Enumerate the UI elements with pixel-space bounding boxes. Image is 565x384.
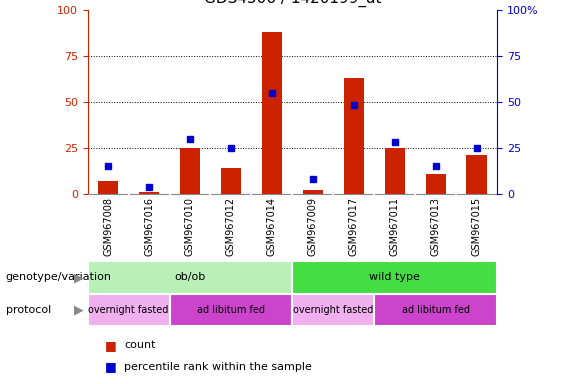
Text: GSM967016: GSM967016 bbox=[144, 197, 154, 256]
Bar bbox=[385, 148, 405, 194]
Bar bbox=[170, 294, 293, 326]
Text: GSM967013: GSM967013 bbox=[431, 197, 441, 256]
Text: overnight fasted: overnight fasted bbox=[293, 305, 373, 315]
Text: GSM967009: GSM967009 bbox=[308, 197, 318, 256]
Text: GSM967012: GSM967012 bbox=[226, 197, 236, 257]
Text: GSM967015: GSM967015 bbox=[472, 197, 482, 257]
Bar bbox=[98, 181, 118, 194]
Text: GSM967008: GSM967008 bbox=[103, 197, 113, 256]
Text: ▶: ▶ bbox=[74, 271, 84, 284]
Text: ob/ob: ob/ob bbox=[175, 272, 206, 283]
Title: GDS4506 / 1420199_at: GDS4506 / 1420199_at bbox=[203, 0, 381, 7]
Text: ▶: ▶ bbox=[74, 304, 84, 316]
Text: wild type: wild type bbox=[370, 272, 420, 283]
Bar bbox=[293, 294, 375, 326]
Text: GSM967014: GSM967014 bbox=[267, 197, 277, 256]
Bar bbox=[344, 78, 364, 194]
Text: ■: ■ bbox=[105, 360, 116, 373]
Bar bbox=[180, 148, 200, 194]
Text: ad libitum fed: ad libitum fed bbox=[402, 305, 470, 315]
Text: count: count bbox=[124, 340, 156, 350]
Bar bbox=[375, 294, 497, 326]
Bar bbox=[88, 261, 293, 294]
Text: GSM967011: GSM967011 bbox=[390, 197, 400, 256]
Text: percentile rank within the sample: percentile rank within the sample bbox=[124, 362, 312, 372]
Bar bbox=[425, 174, 446, 194]
Text: protocol: protocol bbox=[6, 305, 51, 315]
Text: GSM967010: GSM967010 bbox=[185, 197, 195, 256]
Bar bbox=[467, 155, 487, 194]
Bar bbox=[262, 32, 282, 194]
Bar bbox=[293, 261, 497, 294]
Text: ■: ■ bbox=[105, 339, 116, 352]
Bar bbox=[221, 168, 241, 194]
Bar bbox=[139, 192, 159, 194]
Bar bbox=[88, 294, 170, 326]
Bar bbox=[303, 190, 323, 194]
Text: genotype/variation: genotype/variation bbox=[6, 272, 112, 283]
Text: ad libitum fed: ad libitum fed bbox=[197, 305, 265, 315]
Text: overnight fasted: overnight fasted bbox=[88, 305, 169, 315]
Text: GSM967017: GSM967017 bbox=[349, 197, 359, 257]
